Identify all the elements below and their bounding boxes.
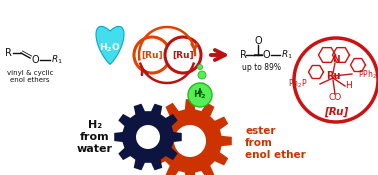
Text: Ru: Ru (326, 71, 340, 81)
Text: $\mathbf{H_2}$: $\mathbf{H_2}$ (193, 89, 207, 101)
Text: Ph$_2$P: Ph$_2$P (288, 78, 308, 90)
Circle shape (136, 125, 160, 149)
Text: [Ru]: [Ru] (324, 107, 348, 117)
Text: H: H (345, 82, 352, 90)
Text: [Ru]: [Ru] (141, 51, 163, 60)
Polygon shape (148, 99, 232, 175)
Polygon shape (96, 26, 124, 64)
Circle shape (201, 83, 205, 87)
Text: [Ru]: [Ru] (172, 51, 194, 60)
Text: $R_1$: $R_1$ (281, 49, 293, 61)
Text: ester
from
enol ether: ester from enol ether (245, 126, 306, 160)
Circle shape (134, 37, 170, 73)
Text: R: R (240, 50, 247, 60)
Text: $\mathbf{H_2O}$: $\mathbf{H_2O}$ (99, 42, 121, 54)
Circle shape (188, 83, 212, 107)
Circle shape (174, 125, 206, 157)
Text: CO: CO (328, 93, 342, 103)
Text: H₂
from
water: H₂ from water (77, 120, 113, 154)
Text: N: N (332, 55, 340, 65)
Text: PPh$_2$: PPh$_2$ (358, 69, 377, 81)
Text: O: O (31, 55, 39, 65)
Text: vinyl & cyclic
enol ethers: vinyl & cyclic enol ethers (7, 70, 53, 83)
Circle shape (198, 71, 206, 79)
Circle shape (165, 37, 201, 73)
Polygon shape (114, 104, 182, 170)
Circle shape (197, 65, 203, 69)
Text: O: O (254, 36, 262, 46)
Text: O: O (262, 50, 270, 60)
Text: R: R (5, 48, 11, 58)
Text: up to 89%: up to 89% (243, 64, 282, 72)
Circle shape (294, 38, 378, 122)
Text: $R_1$: $R_1$ (51, 54, 63, 66)
